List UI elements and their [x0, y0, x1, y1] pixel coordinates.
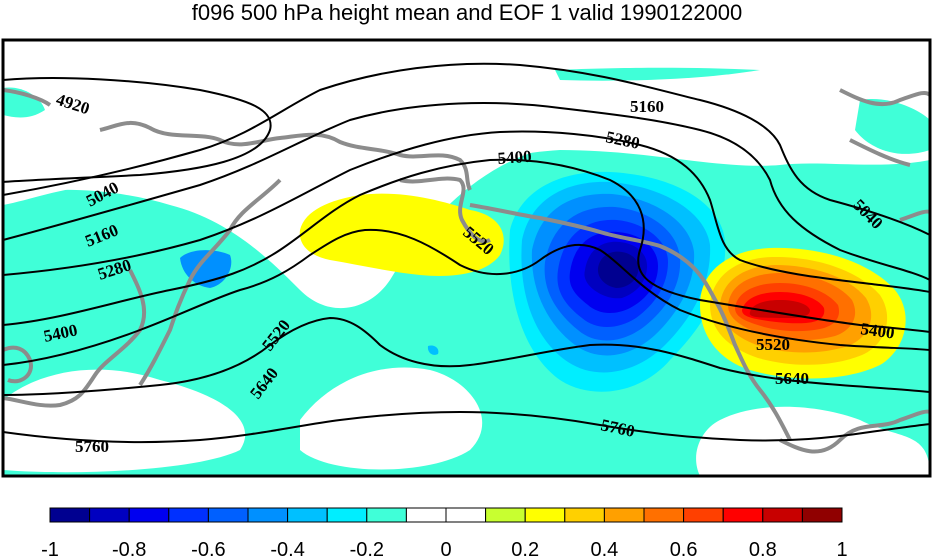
- colorbar-tick-label: -0.6: [191, 539, 225, 558]
- colorbar-swatch: [643, 507, 685, 523]
- colorbar-tick-label: 0.2: [511, 539, 539, 558]
- contour-5160: [3, 102, 930, 281]
- contour-5760: [3, 410, 930, 443]
- contour-5640: [3, 316, 930, 396]
- colorbar-swatch: [722, 507, 764, 523]
- cyan-patch-nw: [3, 87, 45, 118]
- colorbar-tick-label: -0.2: [350, 539, 384, 558]
- colorbar-swatch: [564, 507, 605, 523]
- colorbar-tick-label: -1: [41, 539, 59, 558]
- colorbar-swatch: [683, 507, 724, 523]
- map-frame: [1, 38, 932, 478]
- colorbar-swatch: [366, 507, 407, 523]
- colorbar-swatch: [801, 507, 843, 523]
- contour-5280: [3, 130, 930, 293]
- label-5520-east: 5520: [756, 335, 790, 354]
- colorbar-tick-label: -0.4: [270, 539, 304, 558]
- white-region-south: [300, 367, 483, 470]
- map-title: f096 500 hPa height mean and EOF 1 valid…: [191, 0, 743, 25]
- colorbar-swatch: [762, 507, 803, 523]
- eof-shading: [3, 40, 930, 476]
- label-5760-west: 5760: [75, 437, 109, 456]
- colorbar-swatch: [247, 507, 289, 523]
- colorbar-tick-label: -0.8: [112, 539, 146, 558]
- colorbar-swatch: [326, 507, 368, 523]
- colorbar-swatch: [89, 507, 130, 523]
- coastline-asia: [3, 88, 472, 191]
- coastline-asia-east: [399, 176, 491, 244]
- colorbar-swatch: [445, 507, 487, 523]
- coastline-korea: [3, 345, 33, 384]
- contour-5040: [3, 62, 930, 236]
- white-region-east: [696, 406, 930, 476]
- contour-5400: [3, 158, 930, 333]
- label-5400-north: 5400: [497, 147, 532, 168]
- colorbar-tick-label: 0.8: [749, 539, 777, 558]
- coastlines: [3, 88, 930, 454]
- colorbar-tick-label: 0: [440, 539, 451, 558]
- coastline-aleutians: [469, 203, 792, 441]
- label-5160-north: 5160: [630, 97, 664, 116]
- neg-1.0: [597, 251, 639, 288]
- colorbar-swatch: [128, 507, 170, 523]
- colorbar-swatch: [168, 507, 209, 523]
- colorbar-swatch: [603, 507, 645, 523]
- cyan-patch-ne: [855, 99, 930, 154]
- colorbar-tick-label: 0.6: [670, 539, 698, 558]
- coastline-japan: [3, 269, 147, 408]
- colorbar-swatch: [287, 507, 328, 523]
- colorbar: -1 -0.8 -0.6 -0.4 -0.2 0 0.2 0.4 0.6 0.8 1: [41, 507, 848, 558]
- colorbar-swatch: [405, 507, 447, 523]
- colorbar-tick-label: 0.4: [590, 539, 618, 558]
- label-5400-east: 5400: [859, 319, 895, 343]
- pos-0.9: [749, 300, 810, 318]
- contour-5520: [3, 228, 930, 366]
- label-5640-east: 5640: [775, 369, 809, 388]
- colorbar-tick-label: 1: [836, 539, 847, 558]
- colorbar-swatch: [207, 507, 249, 523]
- coastline-kamchatka: [138, 178, 282, 387]
- colorbar-swatch: [49, 507, 91, 523]
- white-region-west: [3, 369, 246, 473]
- colorbar-swatch: [485, 507, 526, 523]
- colorbar-swatch: [524, 507, 566, 523]
- coastline-america: [779, 409, 930, 454]
- blue-patch-small: [427, 345, 439, 355]
- height-contours: [3, 62, 930, 443]
